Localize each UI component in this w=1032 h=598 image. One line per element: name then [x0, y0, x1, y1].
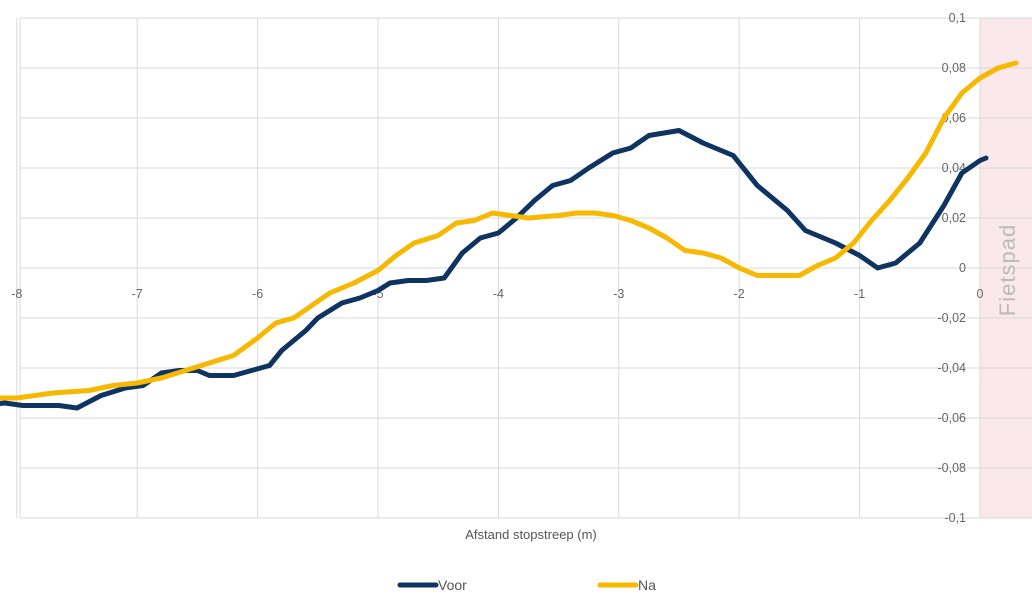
x-tick-label: -1: [854, 287, 865, 301]
x-tick-label: -8: [11, 287, 22, 301]
legend: Voor Na: [400, 577, 656, 593]
x-axis-title: Afstand stopstreep (m): [465, 527, 597, 542]
x-tick-label: -2: [734, 287, 745, 301]
x-tick-label: -3: [613, 287, 624, 301]
fietspad-label: Fietspad: [995, 224, 1020, 316]
x-tick-label: -4: [493, 287, 504, 301]
y-tick-label: -0,06: [938, 411, 967, 425]
y-tick-label: 0: [959, 261, 966, 275]
x-axis-ticks: -16-15-14-13-12-11-10-9-8-7-6-5-4-3-2-10: [0, 287, 984, 301]
legend-label-na: Na: [638, 577, 656, 593]
series-lines: [0, 63, 1016, 408]
y-tick-label: -0,1: [944, 511, 966, 525]
series-line-na: [0, 63, 1016, 403]
series-line-voor: [0, 131, 986, 409]
y-tick-label: -0,08: [938, 461, 967, 475]
y-tick-label: 0,1: [949, 11, 966, 25]
y-tick-label: -0,04: [938, 361, 967, 375]
y-tick-label: -0,02: [938, 311, 967, 325]
y-tick-label: 0,02: [942, 211, 966, 225]
x-tick-label: 0: [977, 287, 984, 301]
x-tick-label: -6: [252, 287, 263, 301]
x-tick-label: -7: [132, 287, 143, 301]
legend-label-voor: Voor: [438, 577, 467, 593]
y-tick-label: 0,08: [942, 61, 966, 75]
